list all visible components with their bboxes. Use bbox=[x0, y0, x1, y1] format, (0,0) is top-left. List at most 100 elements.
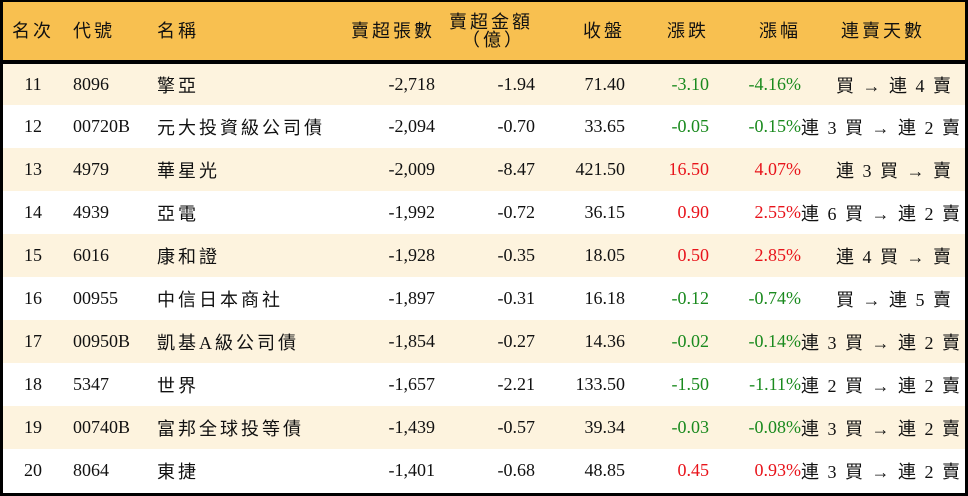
cell-change-pct: 4.07% bbox=[754, 159, 802, 179]
cell-rank: 15 bbox=[24, 245, 42, 265]
table-row[interactable]: 20 8064 東捷 -1,401 -0.68 48.85 0.45 0.93%… bbox=[3, 449, 965, 492]
cell-name: 富邦全球投等債 bbox=[157, 418, 304, 439]
cell-streak: 連 6 買 → 連 2 賣 bbox=[801, 203, 962, 224]
header-code: 代號 bbox=[63, 2, 147, 64]
cell-sell-shares: -1,992 bbox=[388, 202, 436, 222]
cell-streak: 買 → 連 4 賣 bbox=[836, 75, 953, 96]
cell-code: 6016 bbox=[73, 245, 109, 265]
cell-change: 16.50 bbox=[668, 159, 710, 179]
cell-change-pct: 0.93% bbox=[754, 460, 802, 480]
cell-sell-amount: -2.21 bbox=[497, 374, 536, 394]
header-sell-amount: 賣超金額 （億） bbox=[435, 2, 535, 64]
cell-sell-amount: -0.68 bbox=[497, 460, 536, 480]
cell-rank: 19 bbox=[24, 417, 42, 437]
cell-code: 5347 bbox=[73, 374, 109, 394]
table-row[interactable]: 18 5347 世界 -1,657 -2.21 133.50 -1.50 -1.… bbox=[3, 363, 965, 406]
cell-close: 421.50 bbox=[575, 159, 626, 179]
cell-sell-amount: -0.57 bbox=[497, 417, 536, 437]
cell-sell-amount: -8.47 bbox=[497, 159, 536, 179]
header-sell-amount-line1: 賣超金額 bbox=[449, 12, 533, 32]
cell-close: 33.65 bbox=[584, 116, 626, 136]
cell-streak: 買 → 連 5 賣 bbox=[836, 289, 953, 310]
table-row[interactable]: 14 4939 亞電 -1,992 -0.72 36.15 0.90 2.55%… bbox=[3, 191, 965, 234]
cell-streak: 連 4 買 → 賣 bbox=[836, 246, 953, 267]
cell-sell-shares: -1,928 bbox=[388, 245, 436, 265]
cell-streak: 連 3 買 → 賣 bbox=[836, 160, 953, 181]
table-row[interactable]: 13 4979 華星光 -2,009 -8.47 421.50 16.50 4.… bbox=[3, 148, 965, 191]
cell-streak: 連 3 買 → 連 2 賣 bbox=[801, 418, 962, 439]
cell-change: -3.10 bbox=[671, 74, 710, 94]
table-row[interactable]: 16 00955 中信日本商社 -1,897 -0.31 16.18 -0.12… bbox=[3, 277, 965, 320]
cell-name: 亞電 bbox=[157, 203, 199, 224]
cell-close: 48.85 bbox=[584, 460, 626, 480]
cell-name: 華星光 bbox=[157, 160, 220, 181]
cell-change-pct: 2.85% bbox=[754, 245, 802, 265]
header-streak: 連賣天數 bbox=[801, 2, 965, 64]
header-close: 收盤 bbox=[535, 2, 625, 64]
header-change-pct: 漲幅 bbox=[709, 2, 801, 64]
cell-sell-shares: -2,009 bbox=[388, 159, 436, 179]
cell-name: 元大投資級公司債 bbox=[157, 117, 325, 138]
cell-sell-amount: -0.27 bbox=[497, 331, 536, 351]
cell-name: 世界 bbox=[157, 375, 199, 396]
cell-rank: 12 bbox=[24, 116, 42, 136]
cell-close: 39.34 bbox=[584, 417, 626, 437]
cell-code: 8064 bbox=[73, 460, 109, 480]
cell-change-pct: -4.16% bbox=[748, 74, 802, 94]
cell-name: 康和證 bbox=[157, 246, 220, 267]
cell-sell-amount: -1.94 bbox=[497, 74, 536, 94]
cell-code: 8096 bbox=[73, 74, 109, 94]
cell-streak: 連 3 買 → 連 2 賣 bbox=[801, 332, 962, 353]
header-name: 名稱 bbox=[147, 2, 337, 64]
cell-name: 東捷 bbox=[157, 461, 199, 482]
cell-rank: 20 bbox=[24, 460, 42, 480]
cell-sell-shares: -1,897 bbox=[388, 288, 436, 308]
cell-rank: 11 bbox=[24, 74, 42, 94]
cell-change: 0.45 bbox=[677, 460, 710, 480]
cell-change-pct: 2.55% bbox=[754, 202, 802, 222]
cell-name: 擎亞 bbox=[157, 75, 199, 96]
table-row[interactable]: 17 00950B 凱基A級公司債 -1,854 -0.27 14.36 -0.… bbox=[3, 320, 965, 363]
cell-change-pct: -0.14% bbox=[748, 331, 802, 351]
cell-code: 00950B bbox=[73, 331, 131, 351]
header-rank: 名次 bbox=[3, 2, 63, 64]
cell-sell-amount: -0.70 bbox=[497, 116, 536, 136]
cell-close: 36.15 bbox=[584, 202, 626, 222]
cell-change-pct: -0.15% bbox=[748, 116, 802, 136]
cell-sell-amount: -0.72 bbox=[497, 202, 536, 222]
cell-rank: 14 bbox=[24, 202, 42, 222]
cell-streak: 連 3 買 → 連 2 賣 bbox=[801, 117, 962, 138]
cell-rank: 13 bbox=[24, 159, 42, 179]
cell-code: 4979 bbox=[73, 159, 109, 179]
cell-close: 71.40 bbox=[584, 74, 626, 94]
cell-close: 14.36 bbox=[584, 331, 626, 351]
cell-code: 00955 bbox=[73, 288, 118, 308]
cell-code: 00740B bbox=[73, 417, 131, 437]
table-row[interactable]: 12 00720B 元大投資級公司債 -2,094 -0.70 33.65 -0… bbox=[3, 105, 965, 148]
table-body: 11 8096 擎亞 -2,718 -1.94 71.40 -3.10 -4.1… bbox=[3, 62, 965, 492]
cell-sell-shares: -1,439 bbox=[388, 417, 436, 437]
cell-sell-shares: -1,854 bbox=[388, 331, 436, 351]
cell-change-pct: -0.08% bbox=[748, 417, 802, 437]
cell-rank: 17 bbox=[24, 331, 42, 351]
cell-name: 凱基A級公司債 bbox=[157, 332, 299, 353]
cell-streak: 連 3 買 → 連 2 賣 bbox=[801, 461, 962, 482]
cell-sell-amount: -0.35 bbox=[497, 245, 536, 265]
cell-sell-amount: -0.31 bbox=[497, 288, 536, 308]
table-row[interactable]: 11 8096 擎亞 -2,718 -1.94 71.40 -3.10 -4.1… bbox=[3, 62, 965, 105]
cell-code: 4939 bbox=[73, 202, 109, 222]
cell-streak: 連 2 買 → 連 2 賣 bbox=[801, 375, 962, 396]
cell-change: -0.03 bbox=[671, 417, 710, 437]
header-sell-amount-line2: （億） bbox=[462, 30, 525, 50]
cell-sell-shares: -1,657 bbox=[388, 374, 436, 394]
cell-change-pct: -1.11% bbox=[749, 374, 801, 394]
cell-close: 133.50 bbox=[575, 374, 626, 394]
cell-change: 0.50 bbox=[677, 245, 710, 265]
table-header-row: 名次 代號 名稱 賣超張數 賣超金額 （億） 收盤 漲跌 漲幅 連賣天數 bbox=[3, 2, 965, 64]
cell-change: -0.12 bbox=[671, 288, 710, 308]
table-row[interactable]: 19 00740B 富邦全球投等債 -1,439 -0.57 39.34 -0.… bbox=[3, 406, 965, 449]
cell-sell-shares: -2,094 bbox=[388, 116, 436, 136]
cell-change: -1.50 bbox=[671, 374, 710, 394]
table-row[interactable]: 15 6016 康和證 -1,928 -0.35 18.05 0.50 2.85… bbox=[3, 234, 965, 277]
